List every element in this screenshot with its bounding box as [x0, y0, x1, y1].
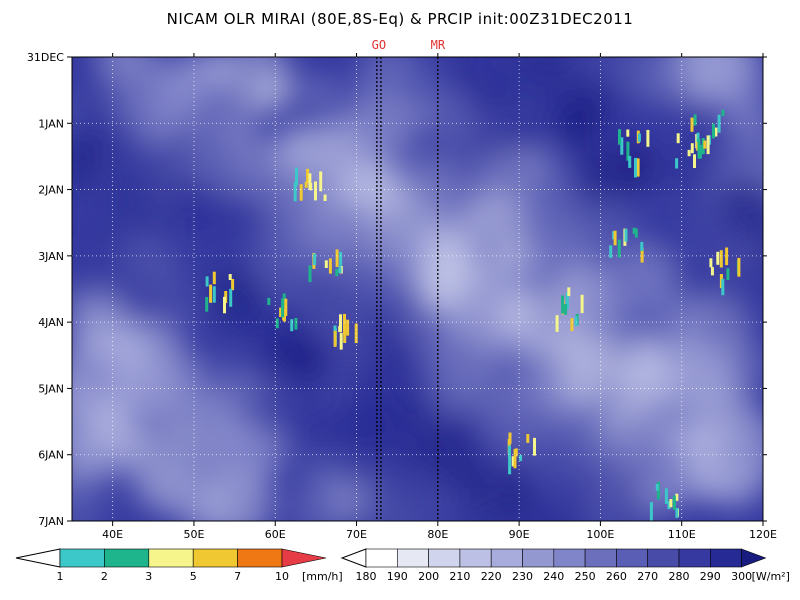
- olr-colorbar-swatch: [365, 548, 398, 568]
- precip-colorbar-label: 2: [101, 570, 108, 583]
- y-tick-label: 5JAN: [38, 382, 64, 395]
- olr-colorbar-label: 240: [543, 570, 564, 583]
- y-tick-label: 1JAN: [38, 117, 64, 130]
- precip-colorbar-swatch: [237, 548, 283, 568]
- precip-colorbar-label: 3: [145, 570, 152, 583]
- olr-colorbar-swatch: [428, 548, 461, 568]
- olr-colorbar-label: 190: [387, 570, 408, 583]
- precip-colorbar-swatch: [104, 548, 150, 568]
- x-tick-label: 120E: [749, 528, 777, 541]
- olr-colorbar-label: 210: [449, 570, 470, 583]
- olr-colorbar-label: 290: [700, 570, 721, 583]
- x-tick-label: 90E: [509, 528, 530, 541]
- x-tick-label: 80E: [427, 528, 448, 541]
- x-tick-label: 40E: [102, 528, 123, 541]
- y-tick-label: 6JAN: [38, 449, 64, 462]
- olr-colorbar-label: 250: [575, 570, 596, 583]
- precip-colorbar-arrow-low: [15, 548, 61, 568]
- precip-colorbar-swatch: [59, 548, 105, 568]
- x-tick-label: 60E: [265, 528, 286, 541]
- olr-colorbar-label: 180: [356, 570, 377, 583]
- y-tick-label: 31DEC: [27, 51, 64, 64]
- olr-texture: [72, 57, 763, 521]
- olr-colorbar-label: 270: [637, 570, 658, 583]
- reference-lines: GO MR: [372, 38, 446, 521]
- olr-colorbar-swatch: [396, 548, 429, 568]
- reference-line-label: GO: [372, 38, 386, 52]
- olr-colorbar-arrow-high: [741, 548, 767, 568]
- x-tick-label: 100E: [586, 528, 614, 541]
- olr-colorbar-label: 300: [731, 570, 752, 583]
- olr-colorbar-swatch: [553, 548, 586, 568]
- olr-colorbar-label: 230: [512, 570, 533, 583]
- olr-colorbar-swatch: [709, 548, 742, 568]
- y-tick-label: 4JAN: [38, 316, 64, 329]
- olr-colorbar-swatch: [459, 548, 492, 568]
- precip-colorbar-arrow-high: [281, 548, 327, 568]
- precip-colorbar-label: 1: [57, 570, 64, 583]
- chart-title: NICAM OLR MIRAI (80E,8S-Eq) & PRCIP init…: [166, 10, 634, 28]
- olr-field: [72, 57, 763, 521]
- olr-colorbar-swatch: [647, 548, 680, 568]
- precip-colorbar-swatch: [192, 548, 238, 568]
- olr-colorbar-swatch: [522, 548, 555, 568]
- reference-line-label: MR: [431, 38, 446, 52]
- olr-colorbar-arrow-low: [340, 548, 367, 568]
- colorbars: 1 2 3 5 7 10 [mm/h] 180 190 200 210 220 230 240 250 260…: [15, 548, 790, 583]
- olr-colorbar-swatch: [616, 548, 649, 568]
- precip-colorbar-unit: [mm/h]: [302, 570, 343, 583]
- precip-colorbar-label: 5: [190, 570, 197, 583]
- axes: 40E 50E 60E 70E 80E 90E 100E 110E 120E 31DEC 1JAN 2…: [27, 51, 777, 541]
- precip-colorbar-label: 10: [275, 570, 289, 583]
- x-tick-label: 70E: [346, 528, 367, 541]
- x-tick-label: 50E: [183, 528, 204, 541]
- olr-colorbar-swatch: [490, 548, 523, 568]
- olr-colorbar-swatch: [584, 548, 617, 568]
- olr-colorbar-label: 260: [606, 570, 627, 583]
- plot-frame: [71, 56, 764, 522]
- y-tick-label: 2JAN: [38, 184, 64, 197]
- x-tick-label: 110E: [668, 528, 696, 541]
- olr-colorbar-label: 220: [481, 570, 502, 583]
- precip-colorbar-label: 7: [234, 570, 241, 583]
- olr-colorbar-label: 200: [418, 570, 439, 583]
- precip-colorbar-swatch: [148, 548, 194, 568]
- y-tick-label: 3JAN: [38, 250, 64, 263]
- olr-colorbar-label: 280: [669, 570, 690, 583]
- y-tick-label: 7JAN: [38, 515, 64, 528]
- olr-colorbar-swatch: [678, 548, 711, 568]
- olr-colorbar-unit: [W/m²]: [752, 570, 790, 583]
